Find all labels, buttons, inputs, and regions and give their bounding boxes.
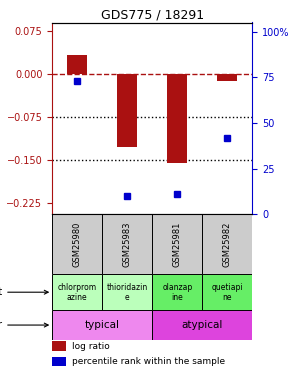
Bar [202, 274, 252, 310]
Bar [52, 342, 66, 351]
Bar [67, 55, 87, 74]
Bar [152, 274, 202, 310]
Text: GSM25980: GSM25980 [73, 222, 82, 267]
Bar [52, 214, 102, 274]
Text: olanzap
ine: olanzap ine [162, 282, 192, 302]
Bar [102, 214, 152, 274]
Title: GDS775 / 18291: GDS775 / 18291 [101, 8, 204, 21]
Bar [152, 310, 252, 340]
Bar [167, 74, 187, 163]
Text: atypical: atypical [182, 320, 223, 330]
Text: GSM25983: GSM25983 [123, 222, 132, 267]
Bar [152, 214, 202, 274]
Text: GSM25982: GSM25982 [223, 222, 232, 267]
Bar [52, 274, 102, 310]
Text: typical: typical [85, 320, 120, 330]
Bar [117, 74, 137, 147]
Text: agent: agent [0, 287, 48, 297]
Bar [102, 274, 152, 310]
Text: thioridazin
e: thioridazin e [107, 282, 148, 302]
Text: chlorprom
azine: chlorprom azine [58, 282, 97, 302]
Bar [52, 357, 66, 366]
Bar [202, 214, 252, 274]
Text: GSM25981: GSM25981 [173, 222, 182, 267]
Bar [52, 310, 152, 340]
Text: percentile rank within the sample: percentile rank within the sample [72, 357, 225, 366]
Text: other: other [0, 320, 48, 330]
Text: quetiapi
ne: quetiapi ne [211, 282, 243, 302]
Text: log ratio: log ratio [72, 342, 110, 351]
Bar [217, 74, 237, 81]
